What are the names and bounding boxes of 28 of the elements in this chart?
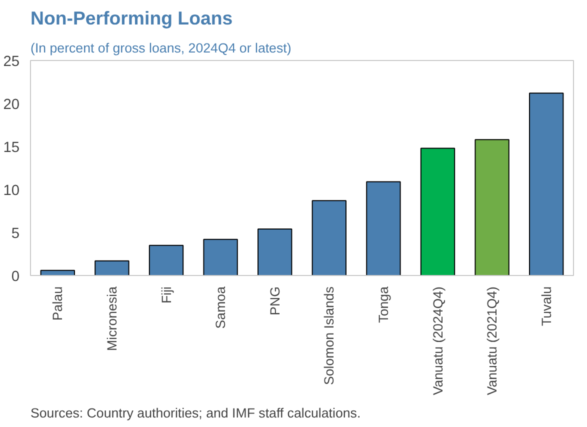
x-tick-label: Vanuatu (2024Q4) <box>430 286 446 396</box>
y-tick-label: 15 <box>3 140 20 156</box>
bar <box>94 260 130 276</box>
x-tick-label: Palau <box>50 286 66 321</box>
bar <box>420 148 456 276</box>
x-tick-label: Vanuatu (2021Q4) <box>484 286 500 396</box>
x-tick-label: Fiji <box>158 286 174 304</box>
bar <box>148 244 184 276</box>
y-tick-label: 25 <box>3 54 20 70</box>
source-note: Sources: Country authorities; and IMF staff calculations. <box>30 406 361 420</box>
bar <box>474 139 510 276</box>
y-tick-label: 20 <box>3 97 20 113</box>
bar <box>258 228 292 276</box>
bar <box>312 200 346 276</box>
bar <box>529 92 564 276</box>
y-tick-label: 5 <box>11 226 20 242</box>
y-tick-label: 0 <box>11 269 20 285</box>
x-tick-label: PNG <box>267 286 282 316</box>
x-tick-label: Micronesia <box>104 286 120 351</box>
chart-subtitle: (In percent of gross loans, 2024Q4 or latest) <box>30 40 292 56</box>
x-tick-label: Tuvalu <box>538 286 554 326</box>
bar <box>203 238 238 276</box>
x-tick-label: Solomon Islands <box>322 286 337 386</box>
x-tick-label: Samoa <box>213 286 228 329</box>
x-tick-label: Tonga <box>376 286 391 323</box>
bar <box>366 181 401 276</box>
y-tick-label: 10 <box>3 183 20 199</box>
chart-title: Non-Performing Loans <box>30 8 233 28</box>
